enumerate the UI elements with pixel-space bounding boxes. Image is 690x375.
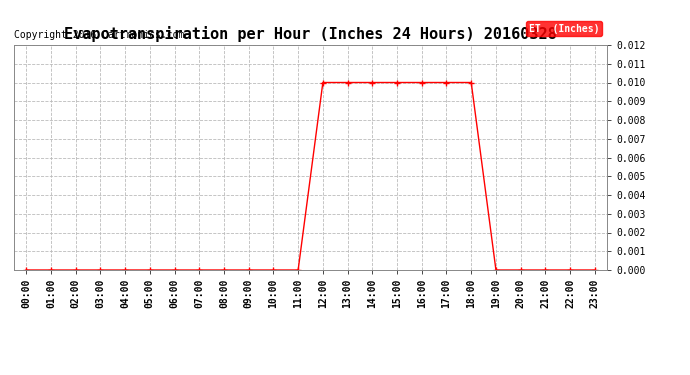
Title: Evapotranspiration per Hour (Inches 24 Hours) 20160328: Evapotranspiration per Hour (Inches 24 H… xyxy=(64,27,557,42)
Text: Copyright 2016 Cartronics.com: Copyright 2016 Cartronics.com xyxy=(14,30,184,40)
Legend: ET  (Inches): ET (Inches) xyxy=(526,21,602,36)
